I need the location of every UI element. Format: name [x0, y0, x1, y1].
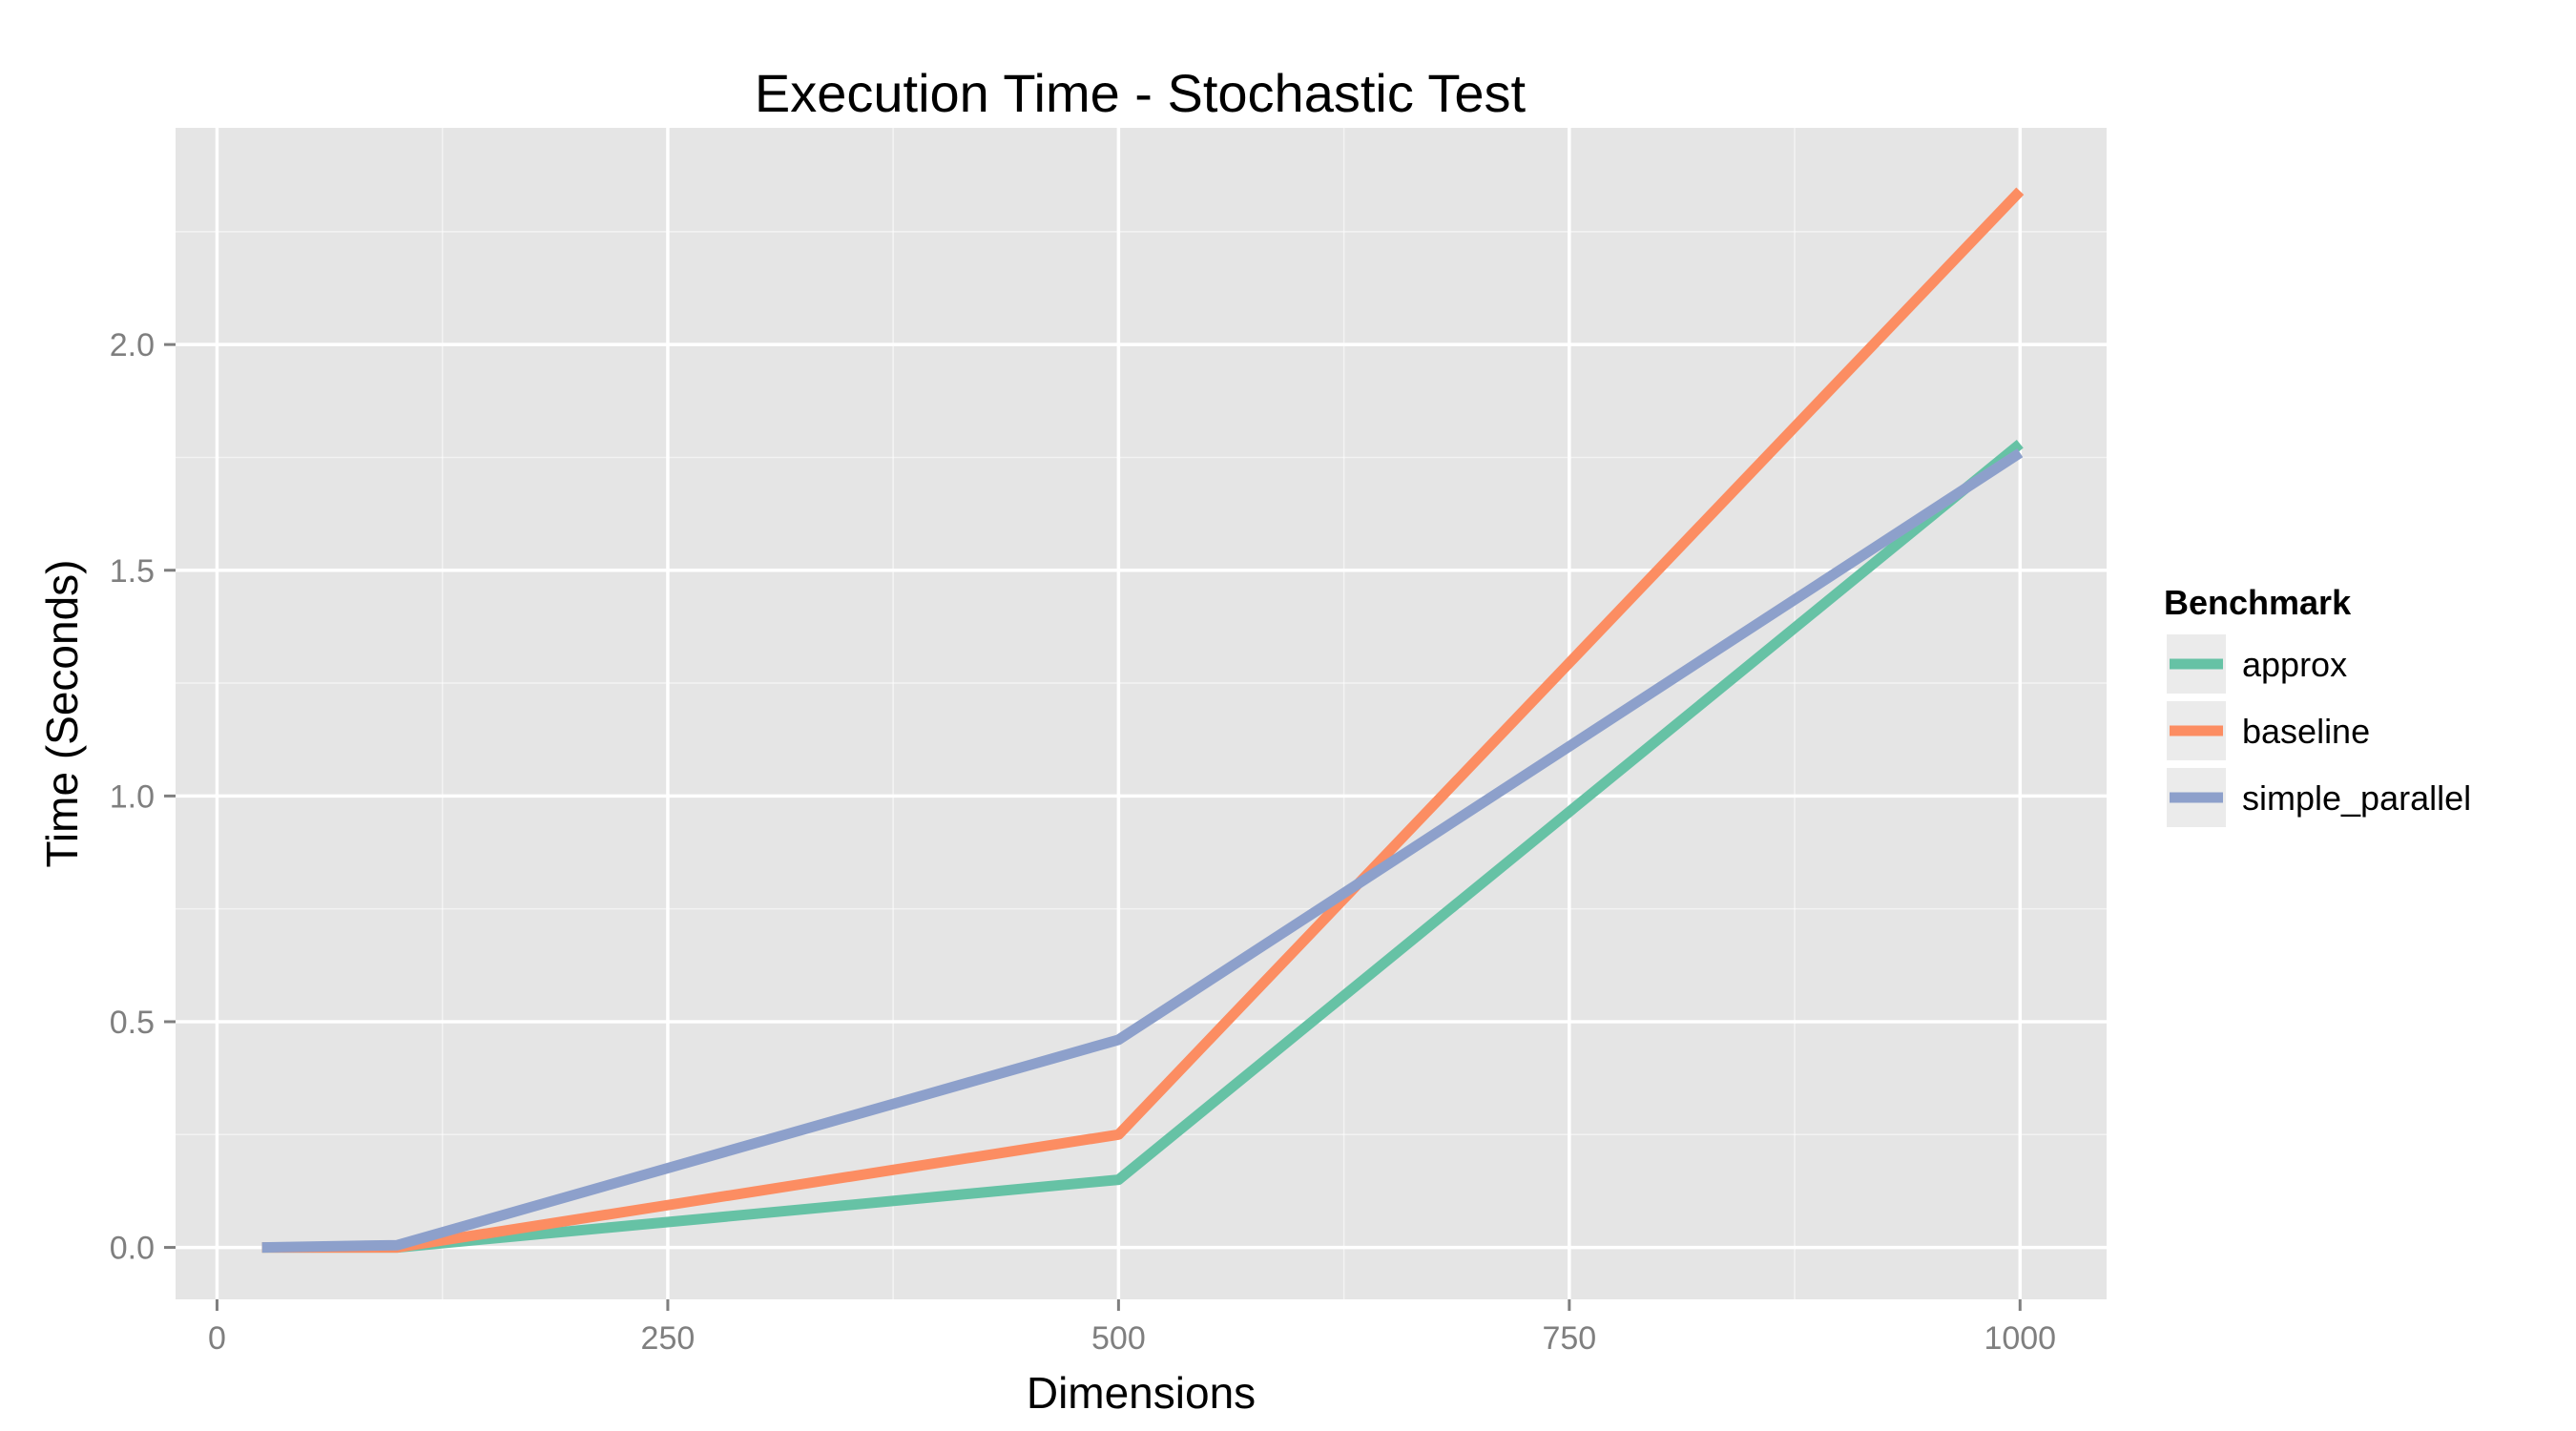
x-axis-ticks: 0 250 500 750 1000 [208, 1299, 2056, 1357]
legend-title: Benchmark [2164, 583, 2352, 622]
legend-item-baseline: baseline [2165, 699, 2370, 762]
grid-minor [176, 128, 2107, 1299]
series-line-simple-parallel [261, 448, 2024, 1254]
legend-label: baseline [2242, 712, 2370, 751]
legend-label: simple_parallel [2242, 778, 2471, 818]
y-tick-label: 1.0 [110, 778, 155, 815]
y-tick-label: 2.0 [110, 327, 155, 363]
x-tick-label: 750 [1542, 1320, 1596, 1357]
y-axis-ticks: 0.0 0.5 1.0 1.5 2.0 [110, 327, 176, 1267]
x-tick-label: 1000 [1984, 1320, 2056, 1357]
x-tick-label: 500 [1091, 1320, 1146, 1357]
grid-major [176, 128, 2107, 1299]
y-axis-title: Time (Seconds) [37, 560, 87, 868]
legend-items: approx baseline simple_parallel [2165, 633, 2471, 829]
x-axis-title: Dimensions [1027, 1368, 1256, 1418]
y-tick-label: 0.5 [110, 1005, 155, 1041]
chart-title: Execution Time - Stochastic Test [755, 63, 1527, 123]
x-tick-label: 0 [208, 1320, 226, 1357]
x-tick-label: 250 [641, 1320, 696, 1357]
y-tick-label: 1.5 [110, 553, 155, 590]
legend-item-approx: approx [2165, 633, 2347, 695]
y-tick-label: 0.0 [110, 1231, 155, 1267]
legend-item-simple-parallel: simple_parallel [2165, 766, 2471, 829]
series-lines [261, 187, 2025, 1254]
legend-label: approx [2242, 645, 2347, 684]
plot-panel [176, 128, 2107, 1299]
legend: Benchmark approx baseline simple_parallel [2164, 583, 2471, 829]
